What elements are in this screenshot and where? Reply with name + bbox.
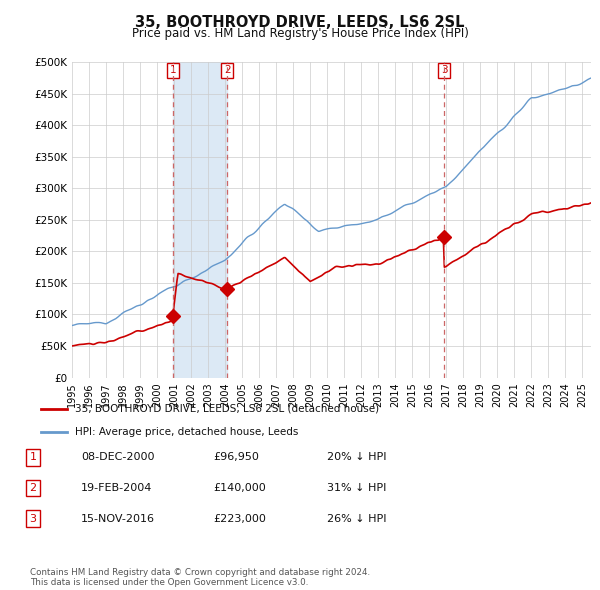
Text: 3: 3 bbox=[441, 65, 448, 75]
Text: 2: 2 bbox=[29, 483, 37, 493]
Text: 35, BOOTHROYD DRIVE, LEEDS, LS6 2SL: 35, BOOTHROYD DRIVE, LEEDS, LS6 2SL bbox=[135, 15, 465, 30]
Text: Price paid vs. HM Land Registry's House Price Index (HPI): Price paid vs. HM Land Registry's House … bbox=[131, 27, 469, 40]
Text: 20% ↓ HPI: 20% ↓ HPI bbox=[327, 453, 386, 462]
Text: 08-DEC-2000: 08-DEC-2000 bbox=[81, 453, 155, 462]
Text: 31% ↓ HPI: 31% ↓ HPI bbox=[327, 483, 386, 493]
Bar bbox=[173, 62, 227, 378]
Text: 26% ↓ HPI: 26% ↓ HPI bbox=[327, 514, 386, 523]
Text: 2: 2 bbox=[224, 65, 230, 75]
Text: 19-FEB-2004: 19-FEB-2004 bbox=[81, 483, 152, 493]
Text: 35, BOOTHROYD DRIVE, LEEDS, LS6 2SL (detached house): 35, BOOTHROYD DRIVE, LEEDS, LS6 2SL (det… bbox=[74, 404, 379, 414]
Text: HPI: Average price, detached house, Leeds: HPI: Average price, detached house, Leed… bbox=[74, 427, 298, 437]
Text: Contains HM Land Registry data © Crown copyright and database right 2024.
This d: Contains HM Land Registry data © Crown c… bbox=[30, 568, 370, 587]
Text: 1: 1 bbox=[29, 453, 37, 462]
Text: 15-NOV-2016: 15-NOV-2016 bbox=[81, 514, 155, 523]
Text: 3: 3 bbox=[29, 514, 37, 523]
Text: £96,950: £96,950 bbox=[213, 453, 259, 462]
Text: £223,000: £223,000 bbox=[213, 514, 266, 523]
Text: 1: 1 bbox=[169, 65, 176, 75]
Text: £140,000: £140,000 bbox=[213, 483, 266, 493]
